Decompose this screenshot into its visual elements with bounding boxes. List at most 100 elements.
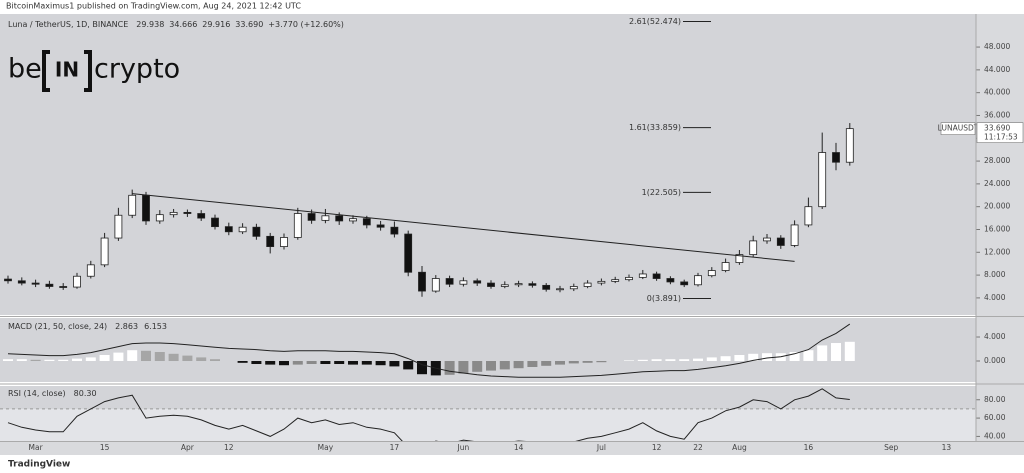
candle-body: [625, 276, 633, 281]
histogram-bar: [444, 361, 455, 375]
x-tick-label: May: [318, 443, 334, 452]
legend-high: 34.666: [169, 20, 197, 29]
candle-body: [155, 214, 164, 222]
histogram-bar: [844, 341, 855, 362]
histogram-bar: [651, 359, 662, 362]
histogram-bar: [44, 359, 55, 362]
y-tick-label: 20.000: [984, 202, 1010, 211]
candle-body: [487, 282, 495, 287]
histogram-bar: [279, 361, 289, 366]
histogram-bar: [596, 361, 607, 363]
x-tick-label: 12: [652, 443, 662, 452]
candle-body: [280, 237, 288, 247]
histogram-bar: [375, 361, 386, 366]
candle-body: [376, 224, 385, 228]
price-legend: Luna / TetherUS, 1D, BINANCE 29.938 34.666…: [8, 20, 344, 29]
legend-value: 2.863: [115, 322, 138, 331]
y-tick-label: 16.000: [984, 224, 1010, 233]
candle-body: [542, 284, 551, 290]
x-tick-label: 22: [693, 443, 703, 452]
histogram-bar: [582, 361, 593, 363]
candle-body: [73, 275, 81, 288]
rsi-plot: [0, 388, 976, 441]
price-axis: [976, 14, 1024, 441]
histogram-bar: [320, 361, 331, 365]
histogram-bar: [251, 361, 262, 365]
histogram-bar: [58, 359, 69, 362]
logo-text: IN: [55, 58, 79, 82]
histogram-bar: [789, 352, 800, 362]
candle-body: [197, 213, 206, 219]
x-tick-label: 12: [224, 443, 234, 452]
symbol-box: [940, 122, 976, 135]
macd-line: [7, 323, 851, 378]
legend-open: 29.938: [136, 20, 164, 29]
candle-body: [776, 237, 785, 246]
candle-body: [763, 237, 771, 242]
candle-body: [390, 226, 399, 235]
legend-title: MACD (21, 50, close, 24): [8, 322, 107, 331]
last-price-tag: [976, 122, 1024, 143]
publisher: BitcoinMaximus1 published on TradingView…: [6, 2, 301, 11]
x-tick-label: 15: [100, 443, 110, 452]
y-tick-label: 4.000: [984, 293, 1006, 302]
candle-body: [845, 128, 854, 163]
histogram-bar: [679, 359, 690, 362]
candle-body: [307, 213, 316, 221]
histogram-bar: [141, 350, 151, 362]
histogram-bar: [237, 361, 248, 363]
x-tick-label: Jun: [457, 443, 470, 452]
candle-body: [749, 240, 758, 255]
histogram-bar: [30, 359, 41, 362]
histogram-bar: [182, 355, 193, 362]
candle-body: [45, 283, 54, 287]
histogram-bar: [499, 361, 510, 370]
candle-body: [832, 152, 840, 163]
candle-body: [804, 206, 813, 226]
logo-text: be: [8, 54, 42, 85]
x-tick-label: 17: [390, 443, 400, 452]
legend-value: 80.30: [74, 389, 97, 398]
histogram-bar: [693, 358, 703, 362]
x-tick-label: 14: [514, 443, 524, 452]
candle-body: [183, 211, 192, 214]
histogram-bar: [624, 360, 634, 362]
histogram-bar: [831, 343, 841, 362]
y-tick-label: 40.00: [984, 431, 1006, 440]
candle-body: [418, 271, 426, 292]
x-tick-label: 13: [942, 443, 952, 452]
y-tick-label: 4.000: [984, 332, 1006, 341]
histogram-bar: [568, 361, 579, 364]
last-price: 33.690: [984, 124, 1010, 133]
histogram-bar: [706, 357, 717, 362]
y-tick-label: 44.000: [984, 65, 1010, 74]
y-tick-label: 80.00: [984, 395, 1006, 404]
x-tick-label: Apr: [181, 443, 195, 452]
histogram-bar: [127, 350, 138, 362]
legend-change: +3.770 (+12.60%): [268, 20, 344, 29]
macd-legend: MACD (21, 50, close, 24) 2.863 6.153: [8, 322, 167, 331]
candle-body: [790, 224, 799, 246]
macd-plot: [3, 323, 855, 378]
histogram-bar: [720, 356, 731, 362]
histogram-bar: [168, 353, 179, 362]
candle-body: [224, 226, 233, 233]
candle-body: [707, 270, 716, 277]
candle-body: [680, 281, 689, 286]
histogram-bar: [458, 361, 469, 374]
y-tick-label: 8.000: [984, 270, 1006, 279]
rsi-band: [0, 408, 976, 441]
histogram-bar: [389, 361, 400, 367]
candle-body: [818, 152, 827, 208]
trendline: [132, 193, 795, 262]
y-tick-label: 0.000: [984, 356, 1006, 365]
candle-body: [514, 283, 523, 286]
histogram-bar: [803, 350, 814, 362]
x-tick-label: Jul: [596, 443, 606, 452]
legend-close: 33.690: [235, 20, 263, 29]
candle-body: [349, 218, 357, 222]
legend-low: 29.916: [202, 20, 230, 29]
histogram-bar: [292, 361, 303, 365]
